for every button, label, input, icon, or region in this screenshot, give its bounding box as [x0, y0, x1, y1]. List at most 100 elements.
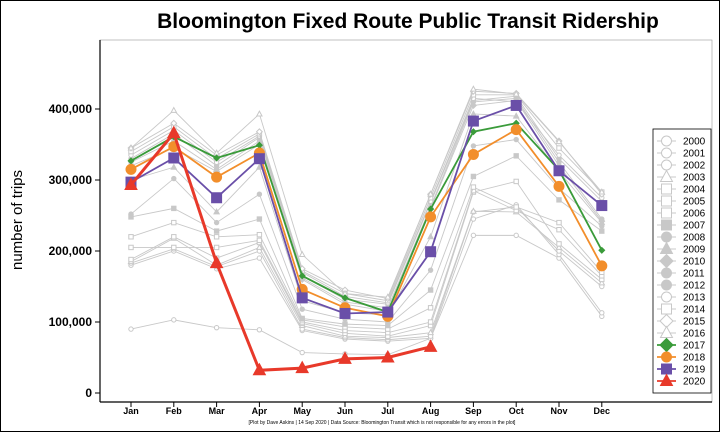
data-point [427, 305, 434, 311]
y-tick-label: 300,000 [49, 173, 93, 187]
data-point [295, 360, 310, 374]
legend-marker [661, 159, 672, 171]
legend-marker [661, 147, 672, 159]
data-point [470, 232, 477, 239]
data-point [556, 197, 562, 203]
data-point [598, 246, 606, 254]
legend-marker [661, 231, 672, 243]
legend-entry: 2003 [657, 169, 706, 184]
legend-label: 2020 [683, 377, 706, 388]
data-point [427, 328, 435, 336]
footnote: [Plot by Dave Askins | 14 Sep 2020 | Dat… [249, 420, 517, 426]
data-point [555, 243, 563, 250]
data-point [596, 260, 608, 272]
legend-entry: 2004 [657, 183, 706, 196]
data-point [252, 362, 267, 376]
data-point [299, 315, 305, 322]
series-line [130, 97, 603, 304]
data-point [255, 110, 263, 117]
data-point [256, 191, 263, 197]
data-point [555, 137, 563, 145]
legend-entry: 2005 [657, 195, 706, 208]
data-point [556, 145, 562, 151]
data-point [342, 321, 348, 327]
series-2016 [127, 85, 606, 300]
data-point [513, 204, 519, 210]
data-point [470, 173, 477, 180]
data-point [427, 319, 434, 325]
data-point [598, 188, 606, 195]
data-point [255, 243, 263, 250]
data-point [124, 177, 138, 190]
legend-entry: 2013 [657, 291, 706, 304]
data-point [467, 148, 479, 160]
legend-label: 2006 [683, 209, 706, 220]
legend-label: 2012 [683, 281, 706, 292]
data-point [299, 349, 305, 356]
x-tick-label: Feb [166, 406, 183, 416]
series-2003 [127, 207, 606, 341]
legend-entry: 2001 [657, 147, 706, 160]
data-point [339, 307, 351, 319]
legend-entry: 2002 [657, 159, 706, 172]
data-point [166, 125, 181, 139]
legend-entry: 2006 [657, 207, 706, 220]
series-2019 [125, 99, 608, 319]
legend-label: 2016 [683, 329, 706, 340]
data-point [213, 244, 220, 251]
legend-label: 2019 [683, 365, 706, 376]
legend-marker [661, 363, 672, 375]
legend-label: 2003 [683, 173, 706, 184]
series-line [130, 204, 603, 342]
data-point [125, 163, 137, 175]
data-point [299, 306, 305, 312]
data-point [513, 153, 519, 159]
data-point [512, 112, 520, 119]
x-tick-label: Sep [465, 406, 482, 416]
x-tick-label: Jan [123, 406, 139, 416]
legend-entry: 2016 [657, 325, 706, 340]
data-point [128, 211, 134, 217]
legend-label: 2018 [683, 353, 706, 364]
data-point [128, 234, 134, 240]
legend-label: 2017 [683, 341, 706, 352]
series-2018 [125, 124, 608, 322]
x-tick-label: Dec [594, 406, 611, 416]
series-line [130, 206, 603, 341]
x-tick-label: Jun [337, 406, 353, 416]
data-point [128, 326, 134, 332]
data-point [470, 184, 477, 190]
legend-label: 2010 [683, 257, 706, 268]
data-point [469, 207, 477, 214]
data-point [296, 292, 308, 304]
legend-entry: 2010 [657, 253, 706, 269]
data-point [513, 232, 519, 239]
chart-title: Bloomington Fixed Route Public Transit R… [157, 10, 659, 33]
data-point [553, 165, 565, 177]
data-point [599, 228, 605, 234]
data-point [469, 128, 477, 136]
data-point [256, 255, 263, 261]
data-point [213, 324, 220, 331]
series-line [130, 180, 603, 337]
legend-entry: 2020 [657, 373, 706, 388]
legend-entry: 2009 [657, 241, 706, 256]
data-point [170, 163, 178, 170]
series-line [130, 139, 603, 323]
data-point [427, 190, 435, 197]
legend-label: 2002 [683, 161, 706, 172]
series-line [130, 104, 603, 315]
data-point [510, 99, 522, 111]
data-point [470, 143, 477, 149]
data-point [298, 272, 306, 280]
series-line [130, 210, 603, 339]
series-line [130, 186, 603, 330]
data-point [256, 231, 263, 238]
data-point [171, 219, 177, 226]
data-point [213, 234, 220, 240]
legend-label: 2015 [683, 317, 706, 328]
legend-marker [661, 135, 672, 147]
data-point [256, 237, 263, 244]
data-point [127, 144, 135, 151]
